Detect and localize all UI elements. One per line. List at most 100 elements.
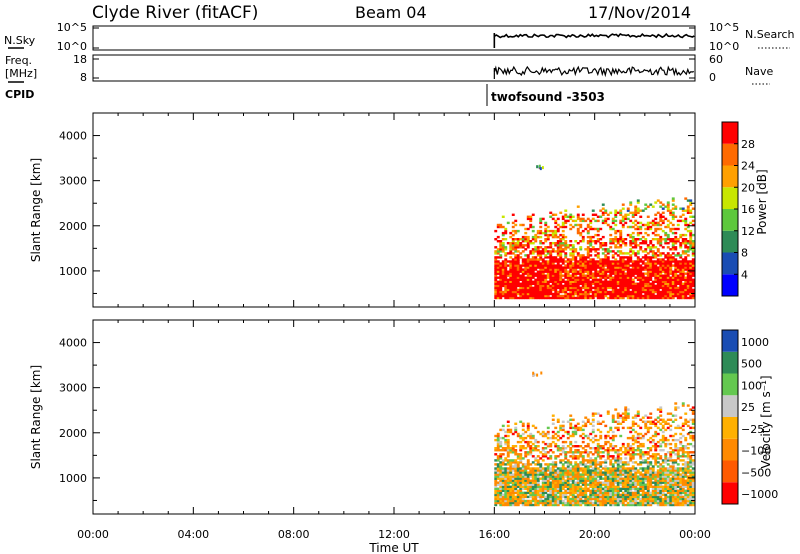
heatmap-cell [629, 260, 633, 263]
heatmap-cell [509, 447, 513, 450]
heatmap-cell [594, 463, 598, 466]
heatmap-cell [496, 491, 500, 495]
heatmap-cell [541, 440, 545, 444]
colorbar-segment [722, 165, 738, 188]
heatmap-cell [629, 211, 633, 214]
heatmap-cell [581, 451, 585, 454]
heatmap-cell [531, 473, 535, 476]
heatmap-cell [631, 268, 635, 271]
heatmap-cell [554, 455, 558, 458]
heatmap-cell [516, 475, 520, 478]
heatmap-cell [679, 499, 683, 503]
heatmap-cell [559, 276, 563, 279]
heatmap-cell [651, 274, 655, 277]
heatmap-cell [596, 227, 600, 231]
heatmap-cell [509, 294, 513, 298]
heatmap-cell [591, 266, 595, 269]
heatmap-cell [609, 489, 613, 492]
heatmap-cell [639, 288, 643, 292]
heatmap-cell [691, 266, 695, 269]
heatmap-cell [594, 461, 598, 464]
heatmap-cell [509, 280, 513, 283]
heatmap-cell [686, 246, 690, 249]
heatmap-cell [604, 268, 608, 271]
heatmap-cell [676, 451, 680, 454]
heatmap-cell [539, 288, 543, 292]
heatmap-cell [649, 467, 653, 470]
heatmap-cell [641, 469, 645, 472]
heatmap-cell [671, 469, 675, 472]
heatmap-cell [521, 274, 525, 277]
heatmap-cell [586, 436, 590, 440]
heatmap-cell [511, 477, 515, 480]
heatmap-cell [641, 223, 645, 227]
heatmap-cell [616, 487, 620, 490]
heatmap-cell [559, 499, 563, 503]
heatmap-cell [639, 461, 643, 464]
heatmap-cell [561, 465, 565, 468]
heatmap-cell [616, 479, 620, 482]
heatmap-cell [504, 457, 508, 460]
heatmap-cell [556, 495, 560, 499]
heatmap-cell [544, 284, 548, 288]
heatmap-cell [576, 493, 580, 497]
heatmap-cell [654, 254, 658, 257]
heatmap-cell [631, 246, 635, 249]
heatmap-cell [604, 436, 608, 440]
heatmap-cell [519, 284, 523, 288]
heatmap-cell [609, 240, 613, 243]
heatmap-cell [601, 219, 605, 223]
heatmap-cell [554, 264, 558, 267]
heatmap-cell [576, 252, 580, 255]
heatmap-cell [564, 272, 568, 275]
heatmap-cell [524, 440, 528, 444]
heatmap-cell [511, 481, 515, 484]
heatmap-cell [539, 235, 543, 239]
heatmap-cell [594, 270, 598, 273]
heatmap-cell [651, 491, 655, 495]
heatmap-cell [691, 290, 695, 294]
heatmap-cell [634, 284, 638, 288]
heatmap-cell [679, 436, 683, 440]
heatmap-cell [574, 272, 578, 275]
heatmap-cell [671, 270, 675, 273]
heatmap-cell [501, 268, 505, 271]
heatmap-cell [671, 497, 675, 501]
heatmap-cell [574, 499, 578, 503]
heatmap-cell [514, 231, 518, 235]
heatmap-cell [544, 475, 548, 478]
heatmap-cell [661, 215, 665, 218]
heatmap-cell [521, 473, 525, 476]
heatmap-cell [589, 475, 593, 478]
heatmap-cell [544, 497, 548, 501]
heatmap-cell [581, 290, 585, 294]
heatmap-cell [571, 479, 575, 482]
heatmap-cell [544, 455, 548, 458]
heatmap-cell [669, 412, 673, 415]
heatmap-cell [661, 471, 665, 474]
heatmap-cell [544, 276, 548, 279]
heatmap-cell [656, 278, 660, 281]
heatmap-cell [584, 489, 588, 492]
heatmap-cell [501, 461, 505, 464]
heatmap-cell [496, 436, 500, 440]
heatmap-cell [571, 432, 575, 436]
heatmap-cell [661, 219, 665, 223]
heatmap-cell [609, 250, 613, 253]
nsky-panel-ticks [93, 27, 695, 49]
heatmap-cell [619, 414, 623, 417]
heatmap-cell [606, 449, 610, 452]
heatmap-cell [691, 497, 695, 501]
heatmap-cell [519, 434, 523, 438]
heatmap-cell [561, 479, 565, 482]
heatmap-cell [689, 231, 693, 235]
heatmap-cell [589, 272, 593, 275]
heatmap-cell [679, 416, 683, 419]
heatmap-cell [584, 501, 588, 505]
heatmap-cell [496, 467, 500, 470]
heatmap-cell [584, 451, 588, 454]
heatmap-cell [504, 270, 508, 273]
heatmap-cell [531, 213, 535, 216]
heatmap-cell [539, 250, 543, 253]
heatmap-cell [611, 457, 615, 460]
